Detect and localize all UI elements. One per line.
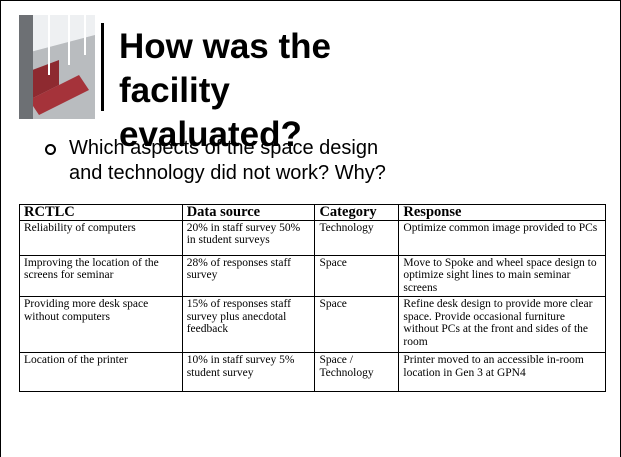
bullet: Which aspects of the space design and te… <box>45 136 409 186</box>
header-cell: RCTLC <box>19 204 183 221</box>
table-row: Providing more desk space without comput… <box>19 296 606 353</box>
evaluation-table: RCTLC Data source Category Response Reliabi… <box>19 204 606 392</box>
table-cell: Refine desk design to provide more clear… <box>398 296 606 353</box>
table-cell: Space <box>314 296 400 353</box>
table-cell: 15% of responses staff survey plus anecd… <box>181 296 316 353</box>
table-cell: Optimize common image provided to PCs <box>398 219 606 256</box>
bullet-text: Which aspects of the space design and te… <box>69 137 386 184</box>
table-row: Reliability of computers 20% in staff sur… <box>19 219 606 256</box>
table-row: Location of the printer 10% in staff surv… <box>19 352 606 392</box>
table-cell: Reliability of computers <box>19 219 183 256</box>
header-cell: Category <box>314 204 400 221</box>
table-cell: 20% in staff survey 50% in student surve… <box>181 219 316 256</box>
title-rule <box>101 23 104 111</box>
header-cell: Response <box>398 204 606 221</box>
table-cell: Space <box>314 254 400 297</box>
table-cell: Technology <box>314 219 400 256</box>
table-cell: Printer moved to an accessible in-room l… <box>398 352 606 392</box>
table-cell: Location of the printer <box>19 352 183 392</box>
header-cell: Data source <box>181 204 316 221</box>
slide-title: How was the facility evaluated? <box>119 27 331 154</box>
table-cell: 10% in staff survey 5% student survey <box>181 352 316 392</box>
header-row: RCTLC Data source Category Response <box>19 204 606 221</box>
table-row: Improving the location of the screens fo… <box>19 254 606 297</box>
corridor-photo <box>19 15 95 119</box>
table-cell: Move to Spoke and wheel space design to … <box>398 254 606 297</box>
table-cell: Space / Technology <box>314 352 400 392</box>
table-cell: Improving the location of the screens fo… <box>19 254 183 297</box>
table-cell: 28% of responses staff survey <box>181 254 316 297</box>
table-cell: Providing more desk space without comput… <box>19 296 183 353</box>
